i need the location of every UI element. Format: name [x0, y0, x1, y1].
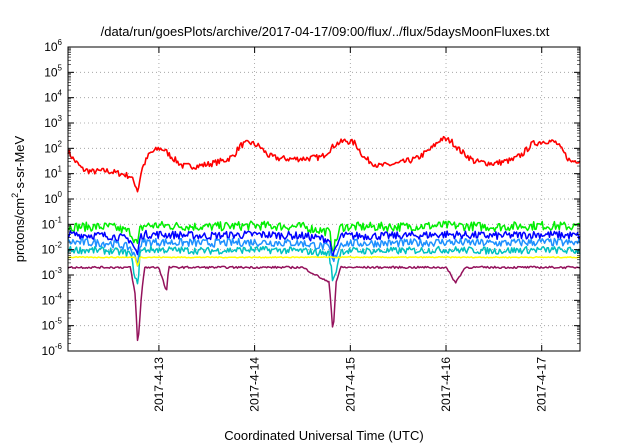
series-line-7 — [67, 265, 581, 342]
y-tick-label: 10-1 — [42, 215, 63, 231]
x-tick-label: 2017-4-17 — [535, 357, 549, 412]
y-tick-label: 103 — [44, 114, 62, 130]
series-line-6 — [67, 256, 581, 267]
y-tick-label: 104 — [44, 89, 62, 105]
y-tick-label: 102 — [44, 139, 62, 155]
y-tick-label: 106 — [44, 38, 62, 54]
y-axis-ticks: 10-6 10-5 10-4 10-3 10-2 10-1 100 101 102 103 104 1… — [42, 38, 580, 358]
y-tick-label: 10-4 — [42, 291, 63, 307]
y-tick-label: 10-6 — [42, 342, 63, 358]
series-line-2 — [67, 220, 581, 253]
y-tick-label: 10-2 — [42, 241, 63, 257]
series-line-3 — [67, 229, 581, 260]
x-tick-label: 2017-4-16 — [439, 357, 453, 412]
series-line-1 — [67, 135, 581, 193]
y-tick-label: 105 — [44, 63, 62, 79]
chart-title: /data/run/goesPlots/archive/2017-04-17/0… — [101, 24, 550, 39]
series-group — [67, 135, 581, 342]
x-tick-label: 2017-4-14 — [248, 357, 262, 412]
y-tick-label: 10-5 — [42, 317, 63, 333]
x-tick-label: 2017-4-15 — [343, 357, 357, 412]
x-axis-label: Coordinated Universal Time (UTC) — [224, 428, 423, 443]
y-tick-label: 100 — [44, 190, 62, 206]
x-tick-label: 2017-4-13 — [152, 357, 166, 412]
x-axis-ticks: 2017-4-13 2017-4-14 2017-4-15 2017-4-16 2017… — [152, 47, 549, 412]
series-line-5 — [67, 245, 581, 285]
grid — [68, 47, 580, 351]
y-tick-label: 101 — [44, 165, 62, 181]
y-tick-label: 10-3 — [42, 266, 63, 282]
series-line-4 — [67, 237, 581, 267]
y-axis-label: protons/cm2-s-sr-MeV — [10, 135, 27, 262]
